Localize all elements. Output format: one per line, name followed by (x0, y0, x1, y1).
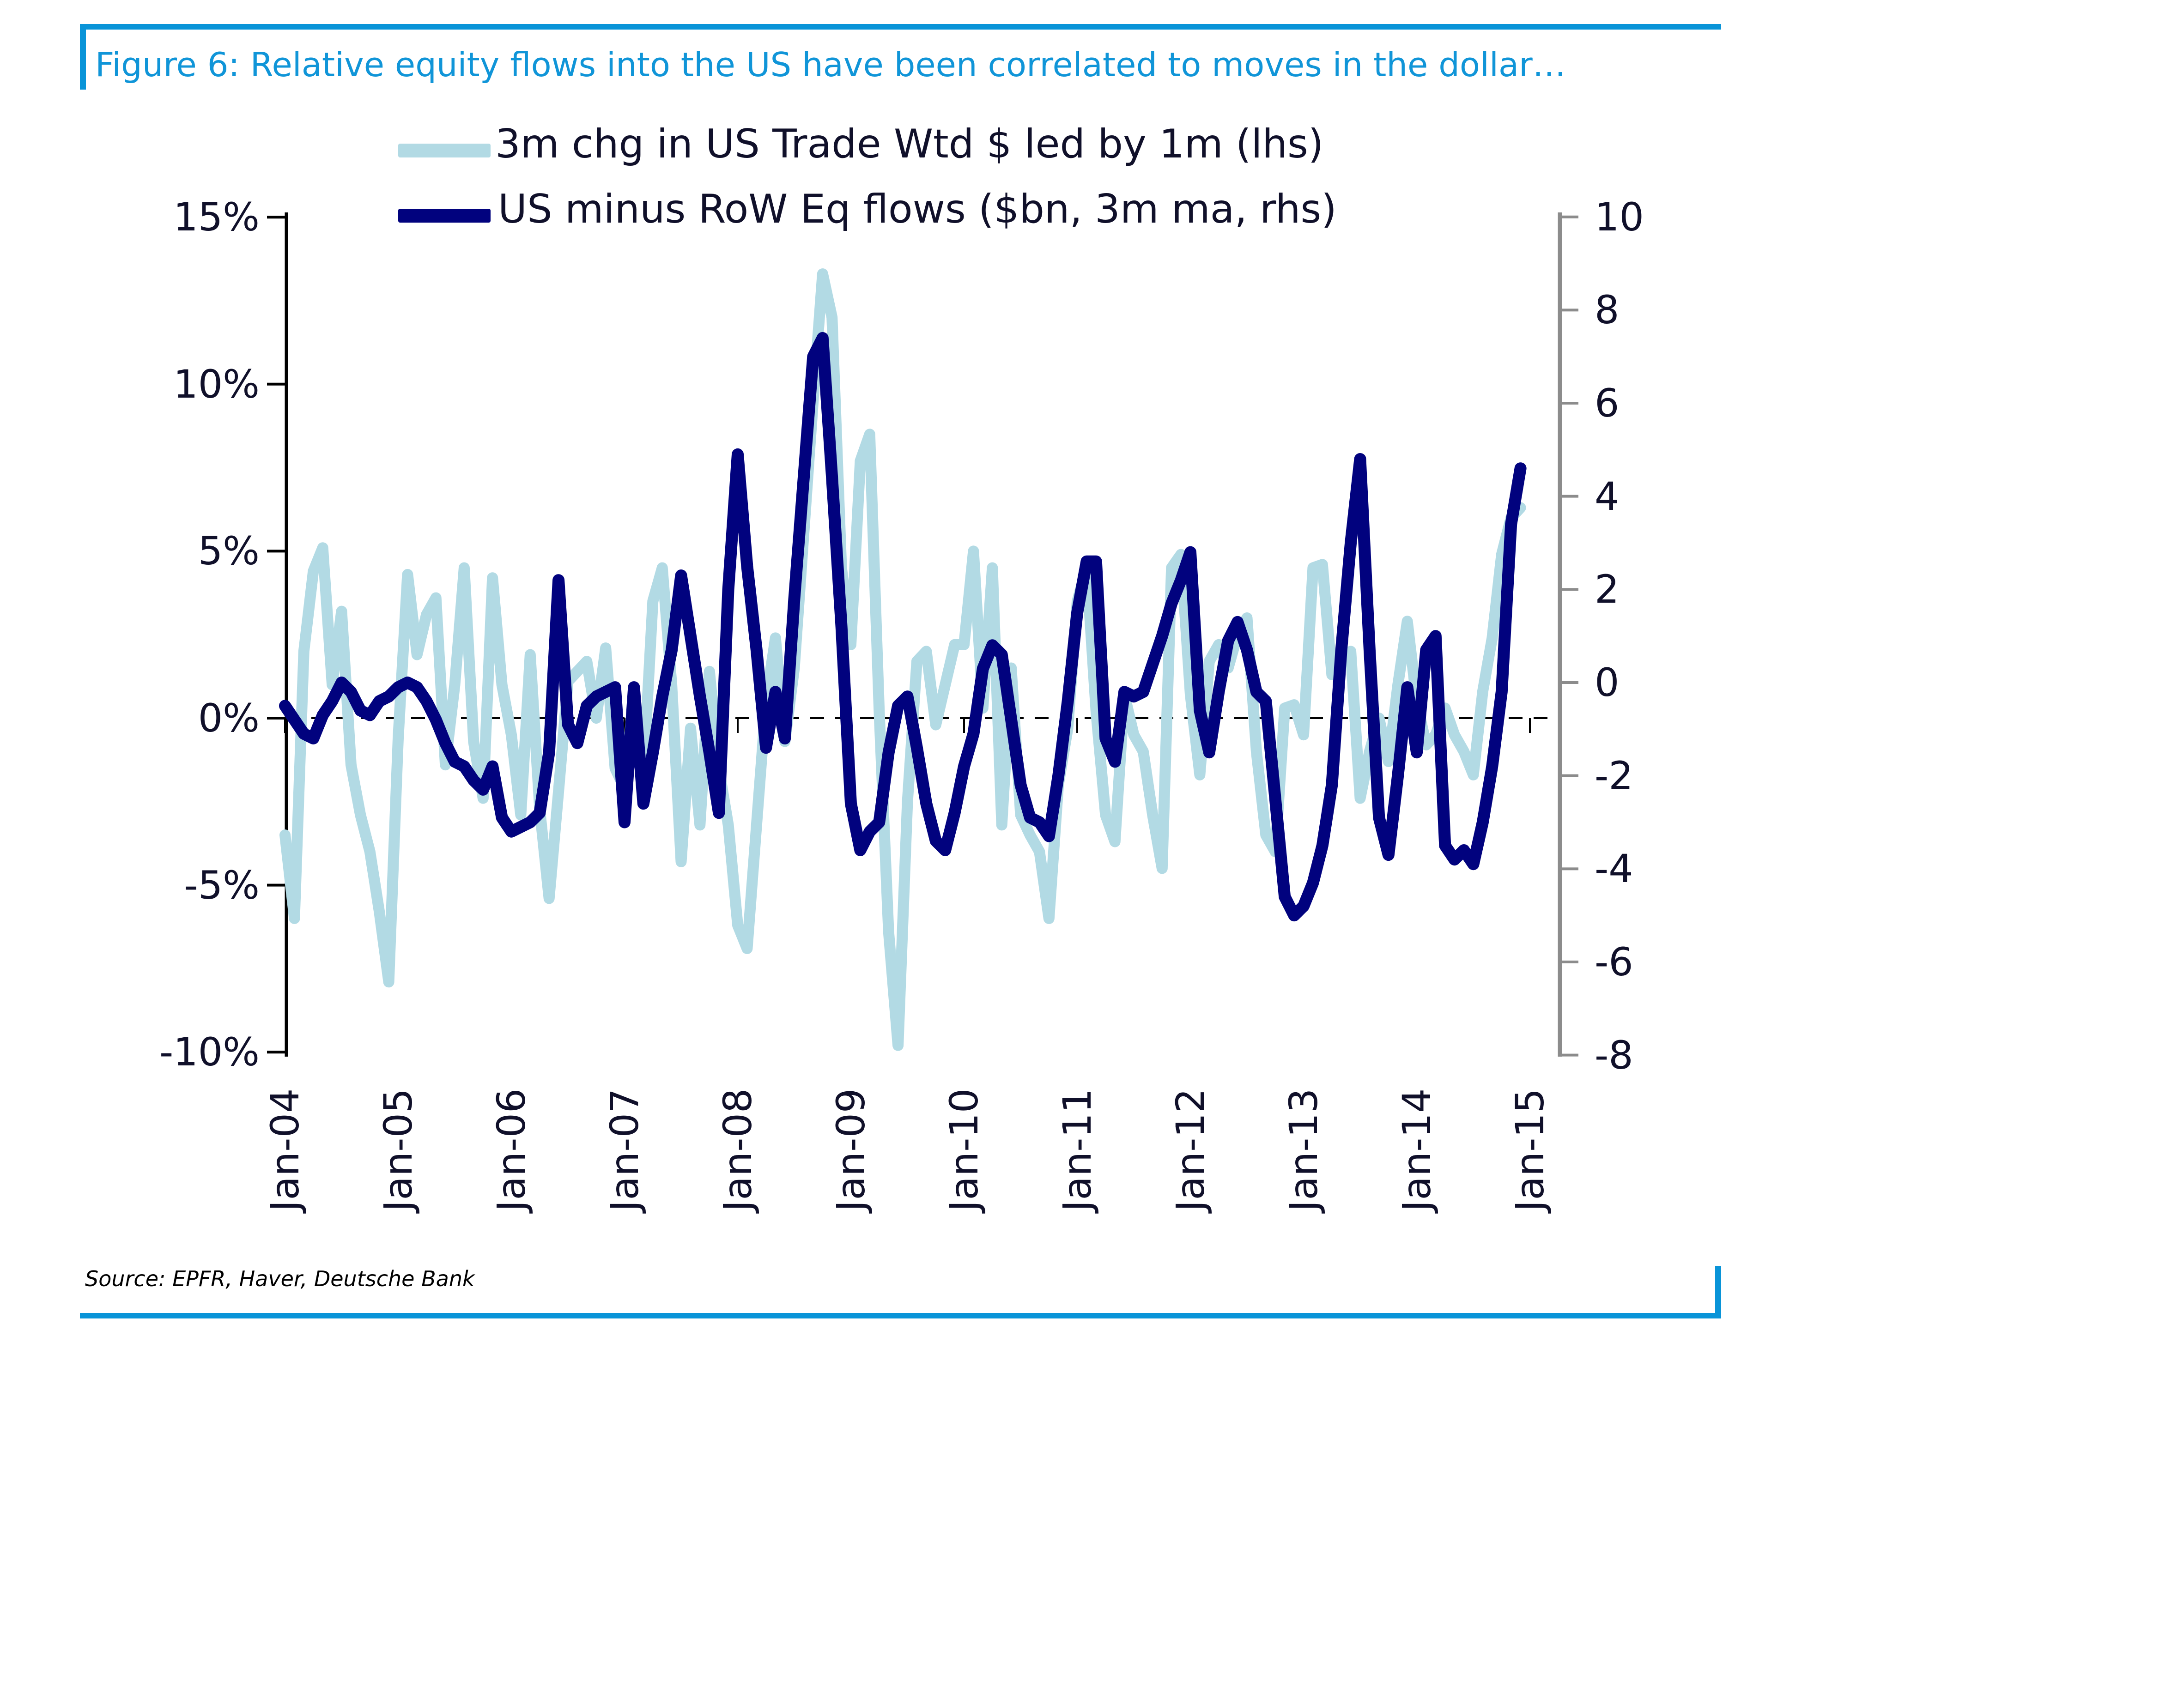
x-axis-label: Jan-14 (1394, 1088, 1439, 1212)
legend-swatch-lhs (398, 144, 491, 157)
x-axis-label: Jan-10 (941, 1088, 987, 1212)
figure-title: Figure 6: Relative equity flows into the… (95, 45, 1566, 84)
y-axis-label-right: 8 (1595, 287, 1620, 333)
x-axis-label: Jan-11 (1055, 1088, 1100, 1212)
series-line-lhs (279, 268, 1526, 1051)
x-axis-label: Jan-13 (1281, 1088, 1326, 1212)
legend-label-lhs: 3m chg in US Trade Wtd $ led by 1m (lhs) (495, 121, 1324, 167)
y-axis-label-right: -4 (1595, 846, 1633, 891)
x-axis-label: Jan-07 (602, 1088, 647, 1212)
figure-top-rule (80, 24, 1721, 30)
y-axis-label-left: 5% (198, 528, 260, 574)
x-axis-label: Jan-04 (262, 1088, 308, 1212)
series-line-rhs (279, 332, 1527, 922)
y-axis-label-right: -6 (1595, 939, 1633, 985)
x-axis-label: Jan-12 (1168, 1088, 1213, 1212)
source-note: Source: EPFR, Haver, Deutsche Bank (85, 1266, 475, 1291)
legend-label-rhs: US minus RoW Eq flows ($bn, 3m ma, rhs) (498, 186, 1337, 232)
y-axis-label-left: -5% (184, 863, 260, 908)
figure-left-rule (80, 24, 86, 90)
x-axis-label: Jan-15 (1507, 1088, 1553, 1212)
x-axis-label: Jan-08 (715, 1088, 760, 1212)
x-axis-label: Jan-05 (376, 1088, 421, 1212)
y-axis-label-right: 10 (1595, 194, 1644, 240)
y-axis-label-left: -10% (159, 1029, 260, 1075)
figure-bottom-rule (80, 1313, 1721, 1318)
legend-swatch-rhs (398, 209, 491, 223)
y-axis-label-right: 6 (1595, 381, 1620, 426)
x-axis-label: Jan-06 (489, 1088, 534, 1212)
y-axis-label-right: 4 (1595, 474, 1620, 519)
y-axis-label-left: 15% (173, 194, 260, 240)
y-axis-label-left: 0% (198, 695, 260, 741)
figure-corner-rule (1715, 1266, 1721, 1318)
y-axis-label-right: 0 (1595, 660, 1620, 705)
y-axis-label-right: -8 (1595, 1033, 1633, 1078)
y-axis-label-left: 10% (173, 362, 260, 407)
y-axis-label-right: -2 (1595, 753, 1633, 798)
y-axis-label-right: 2 (1595, 567, 1620, 612)
x-axis-label: Jan-09 (828, 1088, 874, 1212)
